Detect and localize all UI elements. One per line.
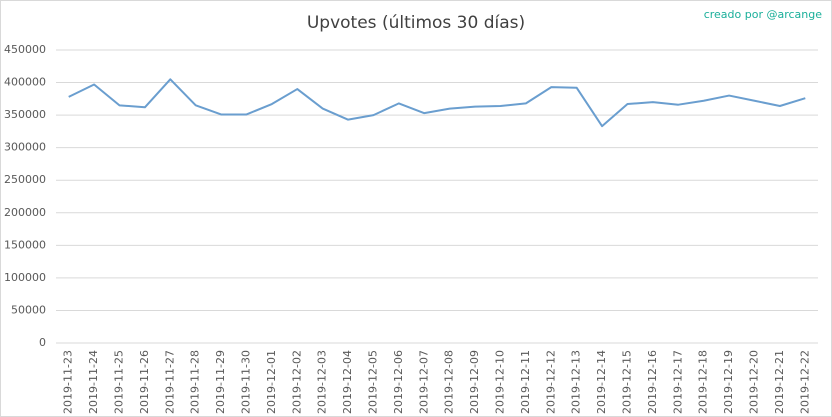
x-tick-label: 2019-12-22 — [798, 350, 811, 414]
y-tick-label: 50000 — [11, 303, 46, 316]
x-tick-label: 2019-11-25 — [113, 350, 126, 414]
line — [68, 78, 806, 128]
x-tick-label: 2019-12-02 — [290, 350, 303, 414]
x-tick-label: 2019-12-13 — [570, 350, 583, 414]
y-tick-label: 200000 — [4, 206, 46, 219]
x-tick-label: 2019-12-03 — [316, 350, 329, 414]
y-tick-label: 450000 — [4, 43, 46, 56]
x-tick-label: 2019-12-17 — [671, 350, 684, 414]
x-tick-label: 2019-12-10 — [494, 350, 507, 414]
x-tick-label: 2019-11-23 — [62, 350, 75, 414]
x-tick-label: 2019-11-29 — [214, 350, 227, 414]
x-tick-label: 2019-12-07 — [417, 350, 430, 414]
x-tick-label: 2019-12-09 — [468, 350, 481, 414]
x-tick-label: 2019-12-05 — [367, 350, 380, 414]
x-tick-label: 2019-12-20 — [748, 350, 761, 414]
x-tick-label: 2019-12-01 — [265, 350, 278, 414]
x-tick-label: 2019-12-15 — [621, 350, 634, 414]
x-tick-label: 2019-12-18 — [697, 350, 710, 414]
annotation: creado por @arcange — [704, 8, 823, 21]
x-tick-label: 2019-12-06 — [392, 350, 405, 414]
y-tick-label: 250000 — [4, 173, 46, 186]
x-tick-label: 2019-12-08 — [443, 350, 456, 414]
y-tick-label: 100000 — [4, 271, 46, 284]
y-tick-label: 150000 — [4, 238, 46, 251]
y-tick-label: 300000 — [4, 141, 46, 154]
x-tick-label: 2019-11-30 — [240, 350, 253, 414]
y-tick-label: 0 — [39, 336, 46, 349]
x-tick-label: 2019-11-27 — [163, 350, 176, 414]
x-tick-label: 2019-11-26 — [138, 350, 151, 414]
x-tick-label: 2019-12-21 — [773, 350, 786, 414]
x-tick-label: 2019-12-16 — [646, 350, 659, 414]
x-tick-label: 2019-12-11 — [519, 350, 532, 414]
y-tick-label: 350000 — [4, 108, 46, 121]
y-tick-label: 400000 — [4, 76, 46, 89]
x-tick-label: 2019-12-14 — [595, 350, 608, 414]
chart-title: Upvotes (últimos 30 días) — [307, 13, 525, 33]
x-tick-label: 2019-12-19 — [722, 350, 735, 414]
x-tick-label: 2019-12-04 — [341, 350, 354, 414]
x-tick-label: 2019-11-28 — [189, 350, 202, 414]
x-tick-label: 2019-11-24 — [87, 350, 100, 414]
x-tick-label: 2019-12-12 — [544, 350, 557, 414]
